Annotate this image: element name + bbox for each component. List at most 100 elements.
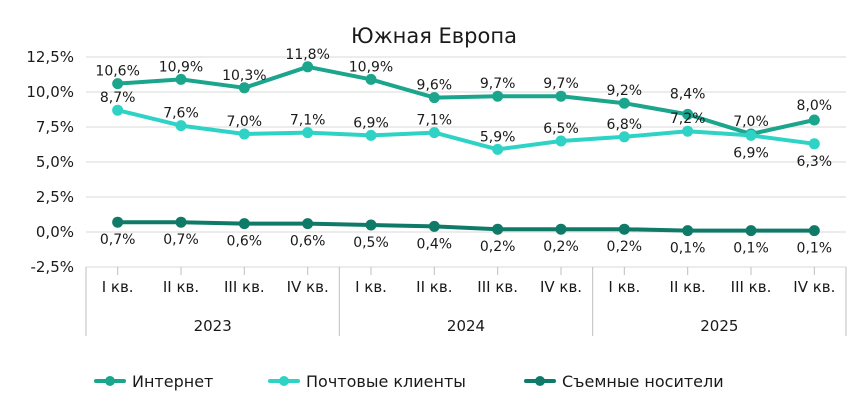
data-label: 0,1% bbox=[797, 241, 833, 257]
data-label: 10,6% bbox=[95, 64, 139, 80]
x-tick-label: IV кв. bbox=[793, 278, 835, 296]
data-point bbox=[428, 92, 440, 104]
legend-label: Съемные носители bbox=[562, 372, 724, 391]
gridlines: -2,5% 0,0% 2,5% 5,0% 7,5% 10,0% 12,5% bbox=[26, 48, 846, 276]
legend-item: Интернет bbox=[94, 372, 213, 391]
x-tick-label: II кв. bbox=[163, 278, 199, 296]
data-point bbox=[492, 90, 504, 102]
data-point bbox=[808, 138, 820, 150]
data-point bbox=[112, 216, 124, 228]
data-point bbox=[175, 216, 187, 228]
data-point bbox=[112, 78, 124, 90]
series-line bbox=[115, 64, 817, 136]
data-point bbox=[302, 218, 314, 230]
data-point bbox=[238, 128, 250, 140]
data-point bbox=[365, 219, 377, 231]
legend-item: Почтовые клиенты bbox=[268, 372, 466, 391]
x-axis: I кв. II кв. III кв. IV кв. I кв. II кв. III к… bbox=[85, 267, 847, 336]
data-label: 0,6% bbox=[290, 234, 326, 250]
data-point bbox=[555, 135, 567, 147]
series-lines bbox=[112, 61, 820, 237]
y-tick-label: 2,5% bbox=[36, 188, 74, 206]
data-label: 6,9% bbox=[733, 145, 769, 161]
data-point bbox=[745, 225, 757, 237]
data-point bbox=[365, 129, 377, 141]
y-tick-label: 12,5% bbox=[26, 48, 74, 66]
data-label: 6,5% bbox=[543, 121, 579, 137]
y-tick-label: 10,0% bbox=[26, 83, 74, 101]
data-point bbox=[808, 225, 820, 237]
data-point bbox=[745, 129, 757, 141]
data-label: 7,2% bbox=[670, 111, 706, 127]
data-labels: 10,6% 10,9% 10,3% 11,8% 10,9% 9,6% 9,7% 9,7% 9,2… bbox=[95, 47, 832, 257]
y-tick-label: -2,5% bbox=[30, 258, 74, 276]
year-label: 2024 bbox=[447, 317, 485, 335]
data-label: 0,1% bbox=[733, 241, 769, 257]
data-label: 7,0% bbox=[733, 114, 769, 130]
data-label: 0,4% bbox=[417, 236, 453, 252]
data-point bbox=[112, 104, 124, 116]
series-line bbox=[115, 220, 817, 233]
data-label: 5,9% bbox=[480, 129, 516, 145]
chart-title: Южная Европа bbox=[351, 24, 517, 48]
data-label: 0,2% bbox=[543, 239, 579, 255]
data-label: 10,9% bbox=[159, 59, 203, 75]
legend-item: Съемные носители bbox=[524, 372, 724, 391]
data-label: 9,2% bbox=[607, 83, 643, 99]
legend-swatch-marker bbox=[535, 376, 545, 386]
legend: Интернет Почтовые клиенты Съемные носители bbox=[94, 372, 724, 391]
data-label: 6,3% bbox=[797, 154, 833, 170]
data-point bbox=[238, 218, 250, 230]
data-point bbox=[428, 127, 440, 139]
y-tick-label: 5,0% bbox=[36, 153, 74, 171]
data-label: 0,2% bbox=[607, 239, 643, 255]
data-label: 0,6% bbox=[227, 234, 263, 250]
data-point bbox=[302, 127, 314, 139]
data-point bbox=[555, 223, 567, 235]
data-label: 10,9% bbox=[349, 59, 393, 75]
data-label: 7,0% bbox=[227, 114, 263, 130]
data-label: 0,7% bbox=[163, 232, 199, 248]
data-label: 7,1% bbox=[290, 113, 326, 129]
data-point bbox=[555, 90, 567, 102]
data-point bbox=[808, 114, 820, 126]
data-label: 7,6% bbox=[163, 106, 199, 122]
data-point bbox=[428, 220, 440, 232]
data-label: 0,7% bbox=[100, 232, 136, 248]
data-label: 9,7% bbox=[543, 76, 579, 92]
x-tick-label: I кв. bbox=[355, 278, 387, 296]
data-point bbox=[175, 73, 187, 85]
data-label: 8,7% bbox=[100, 90, 136, 106]
data-point bbox=[618, 131, 630, 143]
data-point bbox=[682, 125, 694, 137]
data-label: 11,8% bbox=[285, 47, 329, 63]
data-point bbox=[302, 61, 314, 73]
legend-label: Интернет bbox=[132, 372, 213, 391]
x-tick-label: IV кв. bbox=[287, 278, 329, 296]
legend-swatch-marker bbox=[105, 376, 115, 386]
data-point bbox=[492, 143, 504, 155]
x-tick-label: I кв. bbox=[608, 278, 640, 296]
y-tick-label: 7,5% bbox=[36, 118, 74, 136]
data-label: 6,9% bbox=[353, 115, 389, 131]
x-tick-label: I кв. bbox=[102, 278, 134, 296]
data-label: 7,1% bbox=[417, 113, 453, 129]
legend-label: Почтовые клиенты bbox=[306, 372, 466, 391]
data-label: 0,2% bbox=[480, 239, 516, 255]
data-point bbox=[682, 108, 694, 120]
x-tick-label: II кв. bbox=[416, 278, 452, 296]
data-point bbox=[618, 223, 630, 235]
legend-swatch-marker bbox=[279, 376, 289, 386]
data-point bbox=[238, 82, 250, 94]
year-label: 2025 bbox=[700, 317, 738, 335]
y-tick-label: 0,0% bbox=[36, 223, 74, 241]
data-label: 9,6% bbox=[417, 78, 453, 94]
data-point bbox=[618, 97, 630, 109]
data-label: 8,0% bbox=[797, 98, 833, 114]
x-tick-label: III кв. bbox=[477, 278, 518, 296]
x-tick-label: II кв. bbox=[670, 278, 706, 296]
data-point bbox=[175, 120, 187, 132]
data-label: 10,3% bbox=[222, 68, 266, 84]
x-tick-label: III кв. bbox=[731, 278, 772, 296]
